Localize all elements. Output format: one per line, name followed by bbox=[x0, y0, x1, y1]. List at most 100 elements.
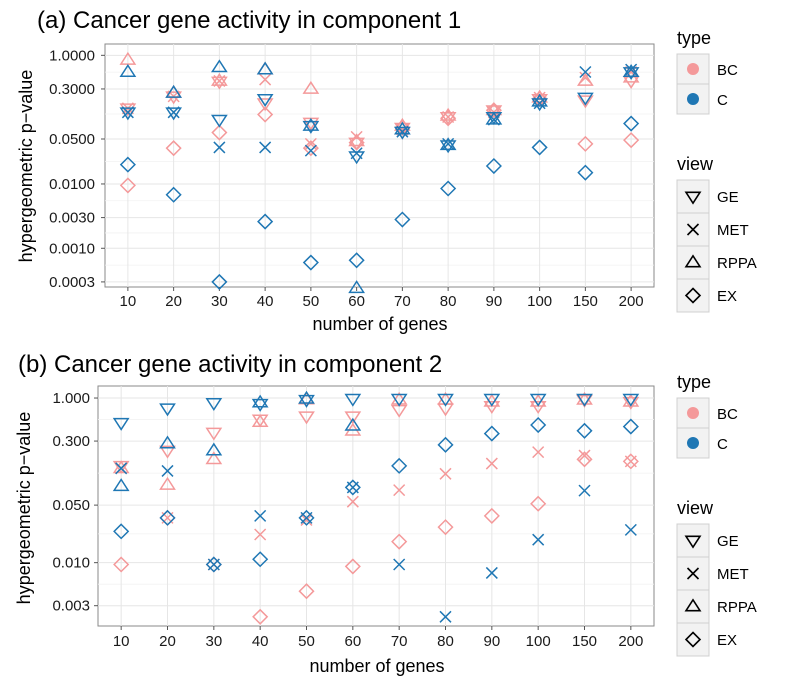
panel-a-x-axis: 10 20 30 40 50 60 70 80 90 100 150 200 bbox=[120, 287, 644, 310]
panel-b: (b) Cancer gene activity in component 2 … bbox=[14, 351, 655, 676]
legend-type-label: C bbox=[717, 436, 728, 453]
legend-view-swatch-rppa bbox=[684, 254, 702, 268]
point-c-ex bbox=[440, 180, 457, 197]
legend-view-title: view bbox=[677, 498, 714, 518]
point-c-met bbox=[161, 464, 174, 477]
point-c-rppa bbox=[112, 478, 130, 492]
point-c-rppa bbox=[251, 394, 269, 408]
point-bc-rppa bbox=[210, 72, 228, 86]
point-bc-ex bbox=[577, 135, 594, 152]
point-c-ge bbox=[483, 393, 501, 407]
legend-view-label: MET bbox=[717, 566, 749, 583]
point-c-rppa bbox=[302, 117, 320, 131]
x-tick-label: 50 bbox=[303, 293, 320, 310]
legend-type-swatch-bc bbox=[687, 63, 699, 75]
point-c-ge bbox=[159, 403, 176, 417]
y-tick-label: 1.0000 bbox=[49, 47, 95, 64]
panel-a-plot-area bbox=[104, 43, 655, 288]
point-c-ex bbox=[165, 186, 182, 203]
point-c-rppa bbox=[622, 63, 640, 77]
point-c-rppa bbox=[298, 390, 315, 404]
panel-b-gridlines bbox=[98, 386, 654, 626]
point-bc-met bbox=[485, 457, 498, 470]
point-bc-rppa bbox=[112, 460, 130, 474]
point-c-ge bbox=[576, 92, 594, 106]
legend-type-title: type bbox=[677, 372, 711, 392]
panel-a-gridlines bbox=[105, 44, 654, 287]
point-c-ex bbox=[205, 556, 222, 573]
point-c-ex bbox=[159, 509, 176, 526]
point-c-rppa bbox=[256, 61, 274, 75]
legend-key-box bbox=[676, 179, 710, 214]
legend-view-label: EX bbox=[717, 632, 737, 649]
legend-view-swatch-met bbox=[686, 223, 700, 236]
legend-key-box bbox=[676, 212, 710, 247]
point-bc-ex bbox=[252, 608, 269, 625]
point-bc-ex bbox=[437, 519, 454, 536]
point-bc-ge bbox=[210, 76, 228, 90]
legend-view-label: RPPA bbox=[717, 255, 757, 272]
point-c-met bbox=[485, 566, 498, 579]
point-c-rppa bbox=[348, 280, 366, 294]
x-tick-label: 80 bbox=[440, 293, 457, 310]
point-bc-ex bbox=[485, 102, 502, 119]
point-c-ge bbox=[256, 93, 274, 107]
point-c-met bbox=[121, 106, 134, 119]
point-c-met bbox=[213, 141, 226, 154]
point-c-ge bbox=[622, 393, 640, 407]
panel-b-x-axis: 10 20 30 40 50 60 70 80 90 100 150 200 bbox=[113, 626, 643, 650]
point-c-ex bbox=[530, 416, 547, 434]
x-tick-label: 150 bbox=[572, 633, 597, 650]
point-bc-ge bbox=[344, 411, 362, 425]
point-bc-ex bbox=[391, 533, 408, 550]
x-tick-label: 100 bbox=[526, 633, 551, 650]
point-c-ex bbox=[622, 418, 639, 435]
legend-view-label: GE bbox=[717, 533, 739, 550]
panel-a-y-axis: 1.0000 0.3000 0.0500 0.0100 0.0030 0.0010 0.00… bbox=[49, 47, 105, 291]
point-bc-ge bbox=[529, 401, 547, 415]
legend-key-box bbox=[676, 278, 710, 313]
y-tick-label: 1.000 bbox=[52, 390, 90, 407]
point-c-ex bbox=[344, 479, 361, 496]
point-bc-rppa bbox=[576, 72, 594, 86]
legend-type-label: C bbox=[717, 92, 728, 109]
point-bc-ex bbox=[211, 124, 228, 141]
point-c-rppa bbox=[210, 59, 228, 73]
point-c-rppa bbox=[439, 137, 457, 151]
legend-view-swatch-rppa bbox=[684, 598, 702, 612]
x-tick-label: 90 bbox=[483, 633, 500, 650]
point-c-ex bbox=[348, 252, 365, 269]
point-bc-ge bbox=[439, 112, 457, 126]
x-tick-label: 50 bbox=[298, 633, 315, 650]
point-bc-ge bbox=[485, 105, 503, 119]
point-bc-ge bbox=[348, 137, 366, 151]
point-c-ge bbox=[119, 107, 137, 121]
x-tick-label: 200 bbox=[619, 293, 644, 310]
panel-a-x-axis-title: number of genes bbox=[312, 314, 447, 334]
y-tick-label: 0.3000 bbox=[49, 81, 95, 98]
point-bc-rppa bbox=[159, 476, 176, 490]
point-bc-ex bbox=[165, 140, 182, 157]
point-c-ge bbox=[112, 417, 130, 431]
x-tick-label: 70 bbox=[394, 293, 411, 310]
x-tick-label: 60 bbox=[344, 633, 361, 650]
legend-key-box bbox=[676, 245, 710, 280]
point-c-rppa bbox=[485, 111, 503, 125]
x-tick-label: 150 bbox=[573, 293, 598, 310]
point-c-ge bbox=[529, 393, 547, 407]
point-bc-met bbox=[532, 446, 545, 459]
point-c-ex bbox=[577, 164, 594, 181]
x-tick-label: 100 bbox=[527, 293, 552, 310]
point-bc-met bbox=[439, 467, 452, 480]
point-c-rppa bbox=[159, 435, 176, 449]
x-tick-label: 60 bbox=[348, 293, 365, 310]
point-c-met bbox=[624, 523, 637, 536]
legend-key-box bbox=[676, 589, 710, 624]
legend-type-label: BC bbox=[717, 62, 738, 79]
legend-view-title: view bbox=[677, 154, 714, 174]
point-c-ex bbox=[302, 254, 319, 271]
point-bc-ge bbox=[298, 411, 315, 425]
x-tick-label: 40 bbox=[252, 633, 269, 650]
point-c-ge bbox=[210, 114, 228, 128]
